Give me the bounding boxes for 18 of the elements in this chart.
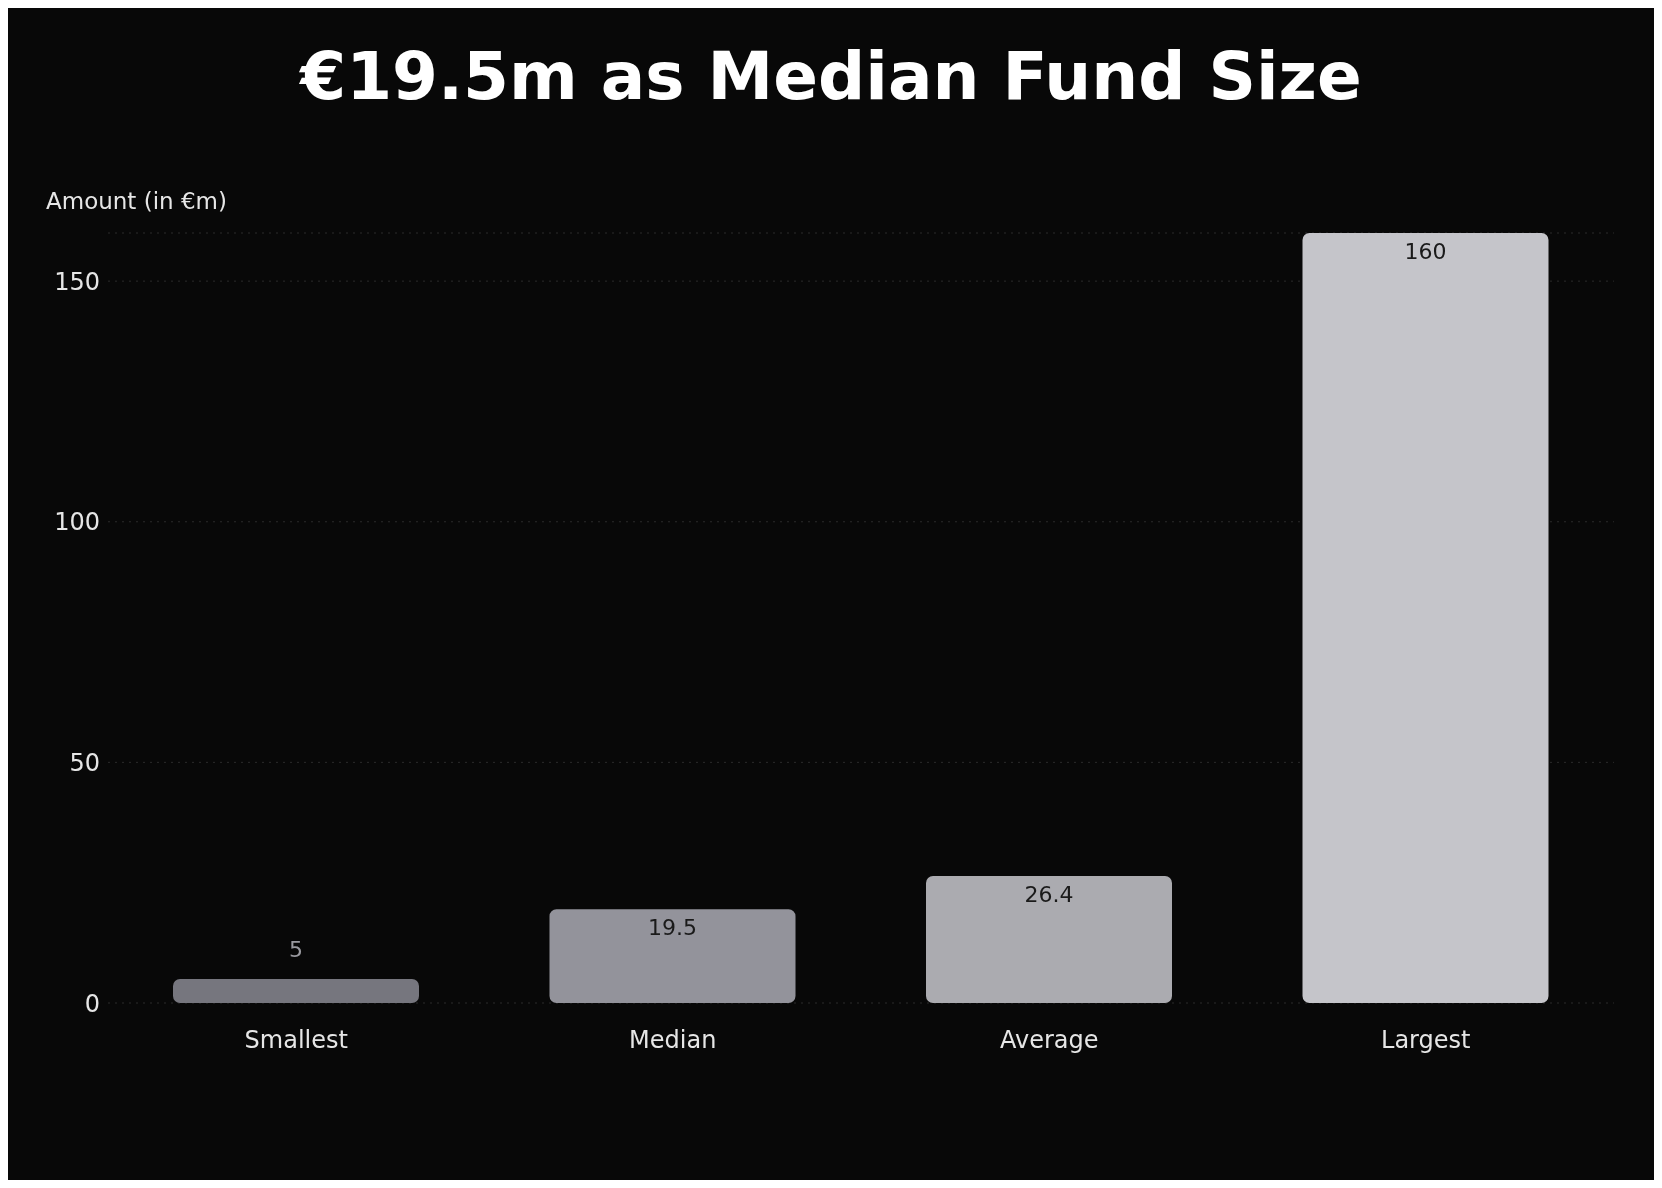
y-axis-title: Amount (in €m)	[46, 188, 227, 214]
bar	[549, 909, 796, 1003]
y-tick-label: 50	[69, 748, 100, 777]
x-tick-label: Largest	[1381, 1026, 1471, 1055]
x-tick-label: Average	[999, 1026, 1099, 1055]
y-tick-label: 0	[84, 989, 100, 1018]
data-label: 19.5	[648, 915, 697, 941]
data-label: 160	[1404, 239, 1447, 264]
y-tick-label: 150	[54, 267, 100, 296]
data-label: 26.4	[1024, 881, 1074, 907]
y-tick-label: 100	[54, 508, 100, 537]
bar	[926, 875, 1172, 1003]
bar	[1302, 233, 1549, 1003]
x-tick-label: Smallest	[244, 1026, 348, 1055]
data-label: 5	[289, 936, 303, 962]
chart-title: €19.5m as Median Fund Size	[298, 38, 1363, 115]
x-tick-label: Median	[629, 1026, 717, 1055]
bar	[173, 978, 419, 1003]
